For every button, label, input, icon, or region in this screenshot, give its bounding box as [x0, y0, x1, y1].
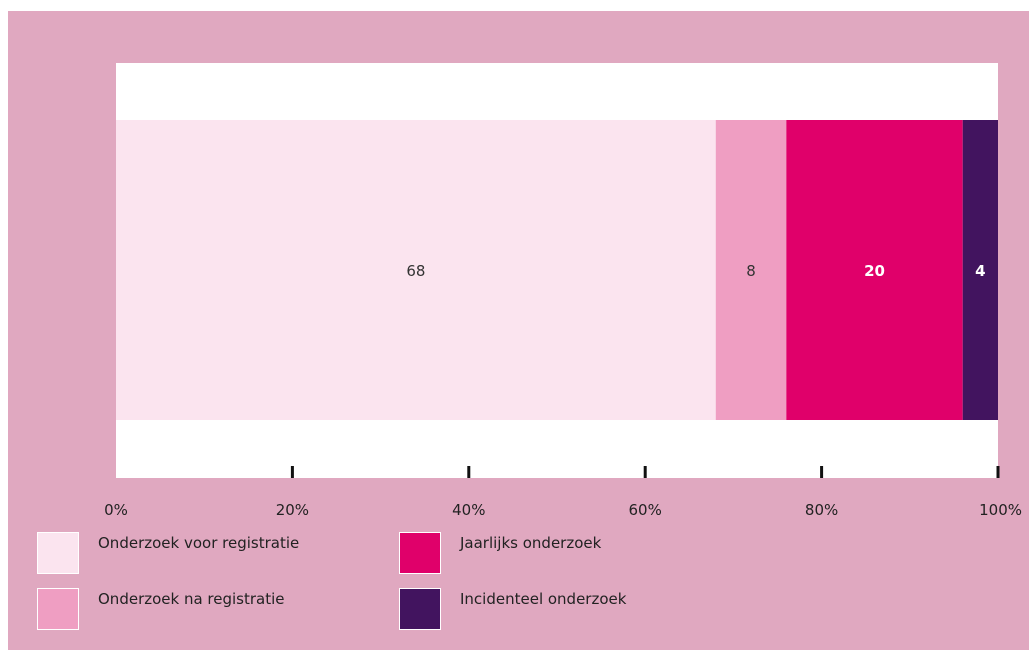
- x-tick-label: 100%: [979, 501, 1022, 519]
- chart-svg: 68 8 20 4 0% 20% 40% 60% 80% 100%: [104, 63, 1022, 519]
- x-tick-label: 40%: [452, 501, 485, 519]
- bar-segment-2: [715, 120, 787, 420]
- data-label-2: 8: [746, 262, 756, 280]
- chart-figure: 68 8 20 4 0% 20% 40% 60% 80% 100% Onderzoek voor…: [8, 11, 1029, 650]
- legend-label: Incidenteel onderzoek: [460, 590, 627, 608]
- bar-segment-1: [116, 120, 716, 420]
- bar-segment-3: [786, 120, 963, 420]
- legend-label: Onderzoek na registratie: [98, 590, 285, 608]
- bar-segment-4: [962, 120, 998, 420]
- data-label-3: 20: [864, 262, 885, 280]
- legend-label: Onderzoek voor registratie: [98, 534, 300, 552]
- legend-swatch: [37, 532, 79, 574]
- bar-segments: 68 8 20 4: [116, 120, 998, 420]
- x-tick-label: 80%: [805, 501, 838, 519]
- x-tick-label: 20%: [276, 501, 309, 519]
- x-tick-label: 60%: [629, 501, 662, 519]
- x-axis-ticks: 0% 20% 40% 60% 80% 100%: [104, 466, 1022, 519]
- data-label-1: 68: [406, 262, 425, 280]
- legend-swatch: [37, 588, 79, 630]
- legend-swatch: [399, 588, 441, 630]
- legend-swatch: [399, 532, 441, 574]
- x-tick-label: 0%: [104, 501, 128, 519]
- data-label-4: 4: [975, 262, 985, 280]
- legend-label: Jaarlijks onderzoek: [460, 534, 602, 552]
